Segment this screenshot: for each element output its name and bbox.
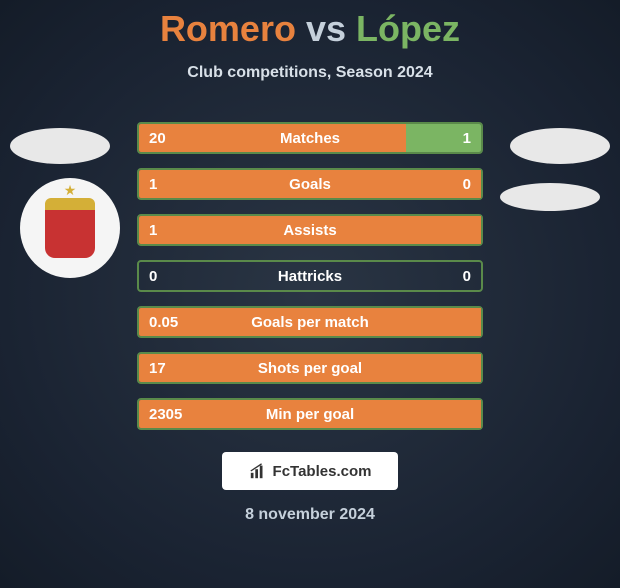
- player1-club-badge: [20, 178, 120, 278]
- footer-brand-badge: FcTables.com: [222, 452, 398, 490]
- stat-row: 0 Hattricks 0: [137, 260, 483, 292]
- stat-value-right: 0: [463, 268, 471, 285]
- versus-text: vs: [306, 8, 346, 49]
- stat-value-left: 20: [149, 130, 166, 147]
- player2-club-placeholder: [500, 183, 600, 211]
- stat-label: Matches: [280, 130, 340, 147]
- player1-avatar-placeholder: [10, 128, 110, 164]
- footer-date: 8 november 2024: [0, 506, 620, 524]
- club-shield-icon: [45, 198, 95, 258]
- subtitle: Club competitions, Season 2024: [0, 64, 620, 82]
- stat-row: 2305 Min per goal: [137, 398, 483, 430]
- comparison-title: Romero vs López: [0, 8, 620, 50]
- stat-value-left: 2305: [149, 406, 182, 423]
- stat-label: Goals: [289, 176, 331, 193]
- stat-value-left: 1: [149, 176, 157, 193]
- stat-value-left: 0.05: [149, 314, 178, 331]
- stat-value-left: 1: [149, 222, 157, 239]
- stat-row: 1 Goals 0: [137, 168, 483, 200]
- stat-fill-left: [139, 124, 406, 152]
- stat-row: 0.05 Goals per match: [137, 306, 483, 338]
- stat-value-right: 0: [463, 176, 471, 193]
- player2-name: López: [356, 8, 460, 49]
- stat-label: Shots per goal: [258, 360, 362, 377]
- stat-value-right: 1: [463, 130, 471, 147]
- stat-value-left: 17: [149, 360, 166, 377]
- player1-name: Romero: [160, 8, 296, 49]
- stat-label: Min per goal: [266, 406, 354, 423]
- stat-row: 17 Shots per goal: [137, 352, 483, 384]
- stat-value-left: 0: [149, 268, 157, 285]
- stat-label: Assists: [283, 222, 336, 239]
- stat-row: 1 Assists: [137, 214, 483, 246]
- stat-label: Goals per match: [251, 314, 369, 331]
- stat-row: 20 Matches 1: [137, 122, 483, 154]
- stat-label: Hattricks: [278, 268, 342, 285]
- player2-avatar-placeholder: [510, 128, 610, 164]
- footer-brand-text: FcTables.com: [273, 463, 372, 480]
- stats-list: 20 Matches 1 1 Goals 0 1 Assists 0 Hattricks 0 0.05…: [0, 122, 620, 430]
- chart-icon: [249, 462, 267, 480]
